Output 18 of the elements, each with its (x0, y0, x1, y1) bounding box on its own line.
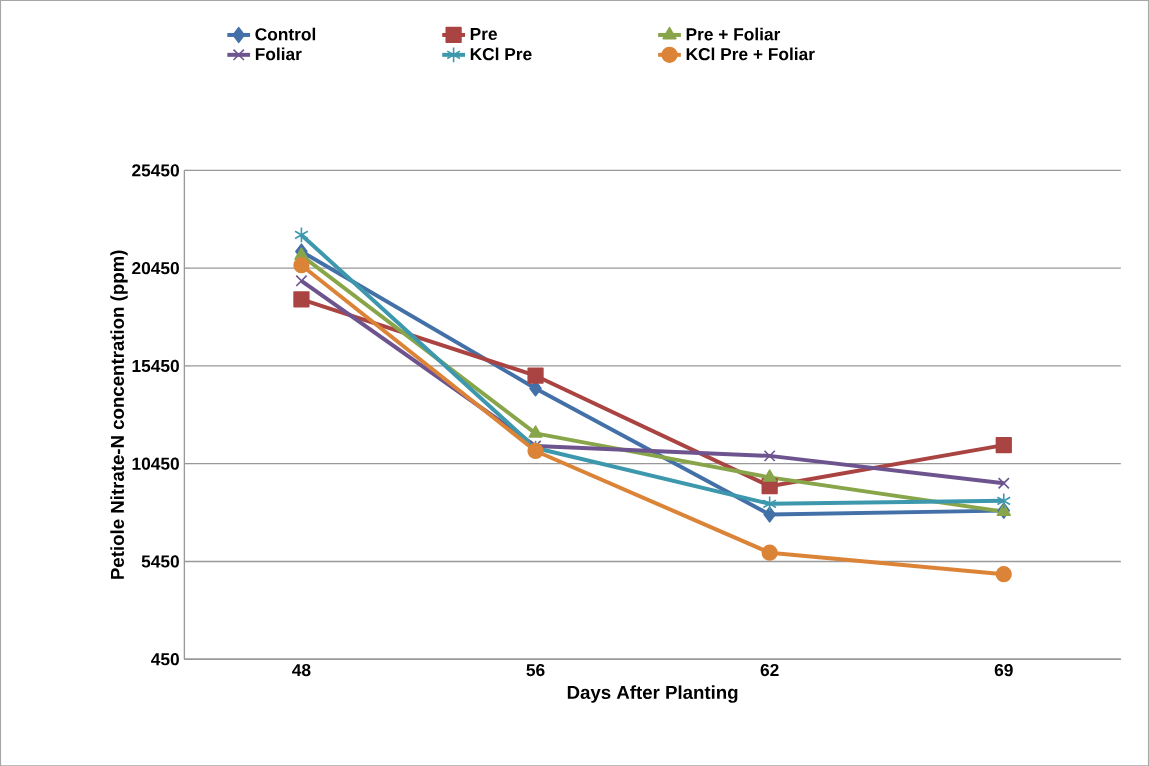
y-tick-label: 15450 (132, 359, 179, 372)
legend-label: Pre + Foliar (686, 27, 781, 41)
x-tick-label: 56 (526, 663, 545, 677)
y-tick-label: 450 (151, 652, 179, 666)
legend-label: Foliar (255, 47, 302, 61)
y-tick-label: 5450 (141, 555, 179, 568)
legend-label: KCl Pre (470, 47, 532, 61)
x-axis-title: Days After Planting (567, 685, 738, 703)
y-tick-label: 10450 (132, 457, 179, 470)
y-tick-label: 25450 (132, 164, 179, 177)
x-tick-label: 48 (292, 663, 311, 677)
x-tick-label: 69 (994, 663, 1013, 677)
y-tick-label: 20450 (132, 261, 179, 275)
legend-label: Control (255, 27, 316, 41)
x-tick-label: 62 (760, 663, 779, 677)
legend-label: Pre (470, 27, 497, 40)
y-axis-title: Petiole Nitrate-N concentration (ppm) (110, 250, 128, 579)
legend-label: KCl Pre + Foliar (686, 47, 815, 61)
